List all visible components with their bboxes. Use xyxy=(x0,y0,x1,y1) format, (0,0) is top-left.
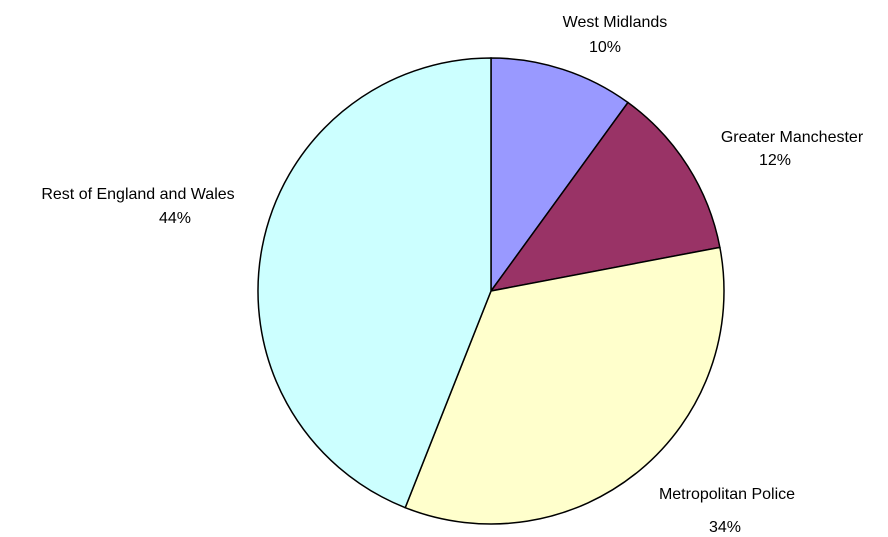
slice-label: Rest of England and Wales xyxy=(41,186,234,203)
pie-slice xyxy=(257,57,492,509)
slice-label: West Midlands xyxy=(563,14,668,31)
slice-value-label: 44% xyxy=(159,210,191,227)
slice-value-label: 34% xyxy=(709,519,741,536)
pie-slice xyxy=(404,246,725,525)
slice-label: Greater Manchester xyxy=(721,129,864,146)
slice-value-label: 10% xyxy=(589,39,621,56)
pie-slice xyxy=(490,57,630,294)
slice-value-label: 12% xyxy=(759,152,791,169)
slice-label: Metropolitan Police xyxy=(659,486,795,503)
pie-slice xyxy=(489,101,721,293)
